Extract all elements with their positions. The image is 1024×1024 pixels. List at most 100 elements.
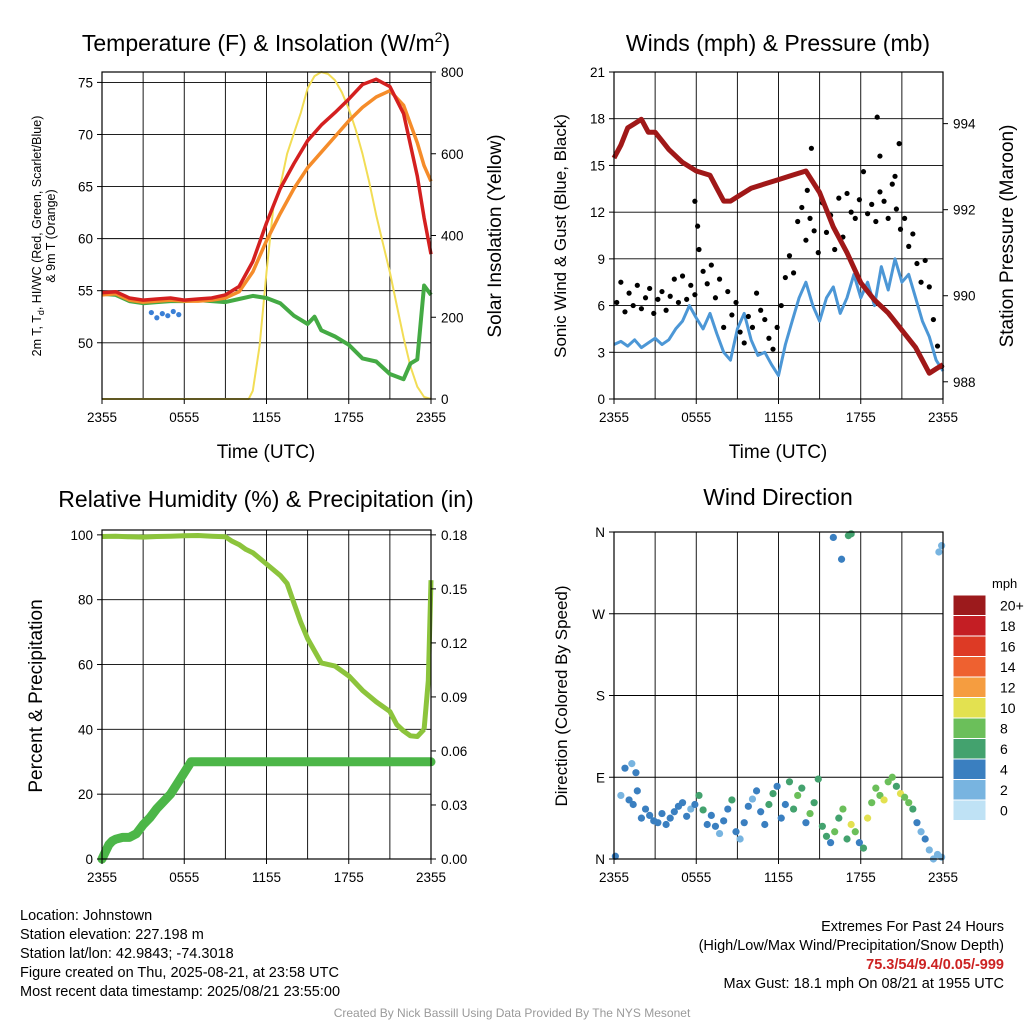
gust-point — [892, 173, 898, 179]
direction-point — [736, 835, 744, 843]
direction-point — [785, 778, 794, 786]
direction-point — [617, 791, 625, 800]
direction-point — [724, 805, 732, 813]
direction-point — [859, 844, 868, 852]
y-tick-label: 992 — [953, 203, 976, 218]
direction-point — [769, 790, 777, 798]
legend-label: 20+ — [1000, 597, 1024, 613]
legend-label: 6 — [1000, 741, 1008, 757]
gust-point — [860, 169, 867, 175]
direction-point — [633, 787, 641, 795]
direction-point — [935, 548, 943, 556]
gust-point — [618, 279, 624, 285]
gust-point — [804, 187, 810, 193]
y-tick-label: 21 — [590, 65, 605, 80]
x-tick-label: 0555 — [169, 870, 199, 885]
temperature-grid — [102, 72, 431, 399]
direction-point — [921, 835, 929, 843]
humidity-y-label: Percent & Precipitation — [26, 599, 47, 792]
gust-point — [704, 281, 710, 287]
gust-point — [856, 197, 862, 203]
direction-point — [691, 800, 699, 809]
legend-label: 18 — [1000, 618, 1016, 634]
gust-point — [815, 250, 821, 256]
y-tick-label: 0.18 — [441, 528, 467, 543]
direction-point — [789, 805, 798, 813]
gust-point — [667, 293, 673, 299]
gust-point — [906, 243, 912, 249]
gust-point — [877, 153, 883, 159]
gust-point — [737, 329, 743, 335]
gust-point — [655, 296, 661, 302]
temperature-series — [101, 71, 433, 400]
x-tick-label: 2355 — [416, 870, 446, 885]
direction-point — [826, 839, 835, 847]
speed-legend: 20+ 18 16 14 12 10 8 6 4 2 0 — [952, 594, 1024, 821]
gust-point — [918, 279, 924, 285]
direction-point — [715, 829, 724, 838]
legend-label: 4 — [1000, 761, 1008, 777]
direction-point — [695, 791, 703, 800]
legend-label: 14 — [1000, 659, 1016, 675]
rh-line-recovery — [421, 580, 434, 730]
gust-point — [790, 270, 797, 276]
y-tick-label: 18 — [590, 112, 605, 127]
y-tick-label: S — [596, 689, 605, 704]
temperature-title: Temperature (F) & Insolation (W/m2) — [82, 29, 450, 56]
direction-point — [818, 822, 826, 830]
y-tick-label: 60 — [78, 232, 93, 247]
direction-point — [810, 799, 818, 807]
y-tick-label: W — [592, 607, 605, 622]
x-tick-label: 1155 — [764, 410, 793, 425]
gust-point — [844, 190, 850, 197]
solar-y2-ticks: 0 200 400 600 800 — [431, 65, 464, 407]
direction-point — [913, 819, 921, 827]
y-tick-label: 50 — [78, 336, 93, 351]
gust-point — [671, 276, 677, 282]
direction-point — [938, 542, 946, 550]
windchill-point — [154, 315, 160, 321]
figure-created: Figure created on Thu, 2025-08-21, at 23… — [20, 965, 339, 981]
y-tick-label: N — [595, 525, 605, 540]
direction-point — [847, 530, 855, 538]
legend-swatch — [952, 758, 987, 780]
direction-point — [658, 809, 666, 818]
humidity-x-ticks: 2355 0555 1155 1755 2355 — [87, 859, 446, 885]
direction-point — [744, 802, 752, 810]
gust-point — [721, 324, 727, 330]
gust-point — [902, 215, 908, 221]
y-tick-label: 9 — [597, 252, 605, 267]
x-tick-label: 2355 — [87, 410, 117, 425]
direction-point — [814, 775, 822, 783]
gust-point — [749, 324, 756, 330]
y-tick-label: 0.06 — [441, 744, 467, 759]
x-tick-label: 0555 — [169, 410, 199, 425]
gust-point — [869, 201, 875, 207]
precip-y2-ticks: 0.00 0.03 0.06 0.09 0.12 0.15 0.18 — [431, 528, 467, 867]
y-tick-label: 55 — [78, 284, 93, 299]
gust-point — [679, 273, 686, 279]
gust-point — [729, 312, 735, 318]
legend-swatch — [952, 676, 987, 698]
x-tick-label: 1155 — [252, 870, 281, 885]
gust-point — [716, 276, 723, 282]
winds-title: Winds (mph) & Pressure (mb) — [626, 30, 930, 56]
wind-direction-y-ticks: N E S W N — [592, 525, 614, 867]
gust-point — [914, 260, 920, 267]
direction-point — [707, 811, 715, 820]
y-tick-label: 0.09 — [441, 690, 467, 705]
winds-x-label: Time (UTC) — [729, 442, 828, 463]
legend-swatch — [952, 697, 987, 719]
direction-point — [864, 814, 872, 822]
station-info: Location: Johnstown Station elevation: 2… — [20, 907, 340, 1002]
gust-point — [910, 231, 916, 237]
direction-point — [781, 800, 789, 809]
y-tick-label: 0.12 — [441, 636, 467, 651]
extremes-subtitle: (High/Low/Max Wind/Precipitation/Snow De… — [698, 938, 1004, 954]
wind-direction-points — [611, 530, 946, 863]
direction-point — [835, 814, 843, 822]
gust-point — [803, 237, 809, 243]
direction-point — [757, 808, 765, 816]
y-tick-label: 200 — [441, 310, 464, 325]
station-elevation: Station elevation: 227.198 m — [20, 927, 204, 943]
